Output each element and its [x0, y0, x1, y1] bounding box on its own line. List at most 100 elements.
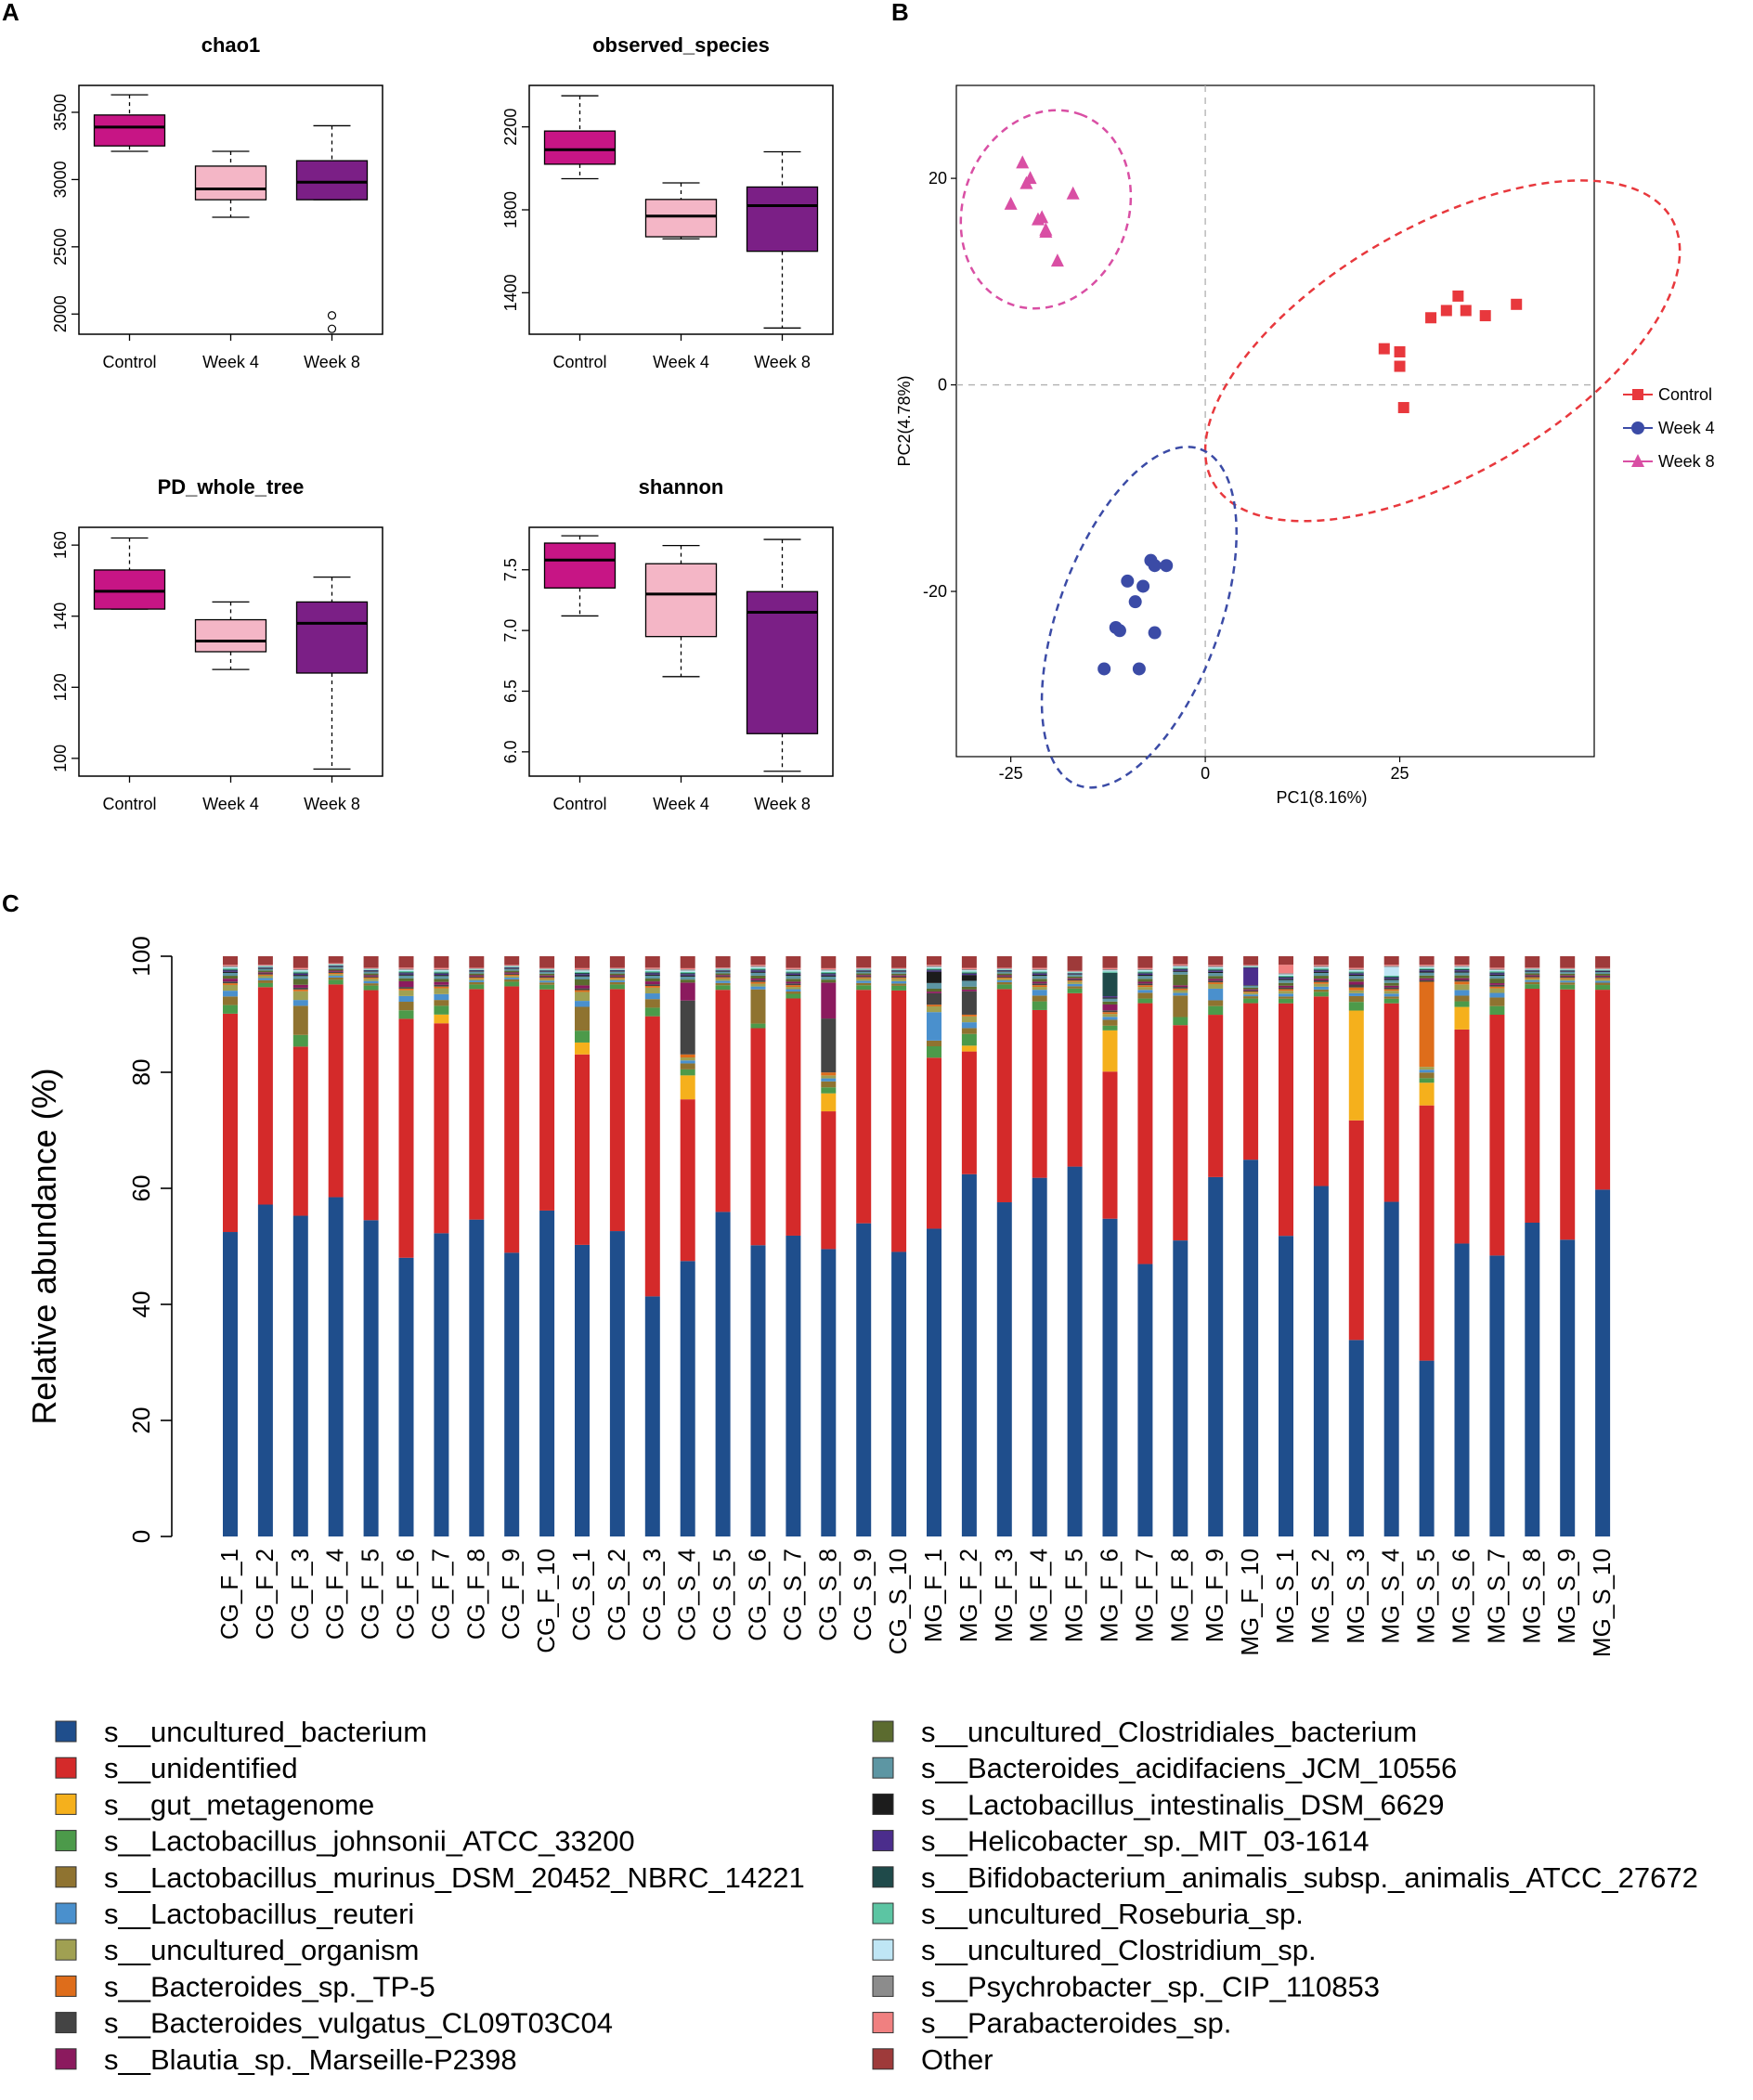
bar-segment [891, 990, 907, 1252]
bar-segment [1102, 1004, 1118, 1011]
bar-segment [609, 956, 625, 968]
panel-label-a: A [2, 0, 19, 26]
bar-segment [223, 996, 238, 1005]
bar-segment [1560, 970, 1576, 971]
box-Week 4 [644, 563, 718, 638]
y-tick-label: 0 [938, 376, 947, 395]
bar-segment [680, 970, 695, 972]
bar-segment [504, 966, 520, 968]
bar-segment [1489, 975, 1505, 979]
y-tick-label: -20 [923, 582, 947, 601]
bar-segment [1313, 956, 1329, 966]
bar-segment [1279, 991, 1293, 994]
bar-segment [1208, 1000, 1224, 1006]
bar-segment [292, 987, 308, 990]
bar-segment [1279, 976, 1293, 979]
bar-segment [786, 967, 801, 969]
bar-segment [715, 976, 731, 978]
bar-segment [363, 969, 379, 971]
bar-segment [328, 972, 344, 975]
bar-segment [1383, 996, 1399, 999]
bar-segment [1279, 987, 1293, 990]
bar-segment [961, 973, 977, 976]
bar-segment [1137, 985, 1153, 988]
bar-segment [680, 982, 695, 1001]
bar-segment [539, 973, 555, 976]
bar-segment [1454, 995, 1470, 1002]
bar-segment [1419, 1072, 1435, 1079]
bar-segment [1243, 966, 1259, 968]
bar-segment [1525, 956, 1540, 968]
bar-segment [961, 1028, 977, 1034]
y-tick-label: 20 [928, 169, 947, 188]
bar-segment [1383, 976, 1399, 979]
bar-segment [1454, 978, 1470, 980]
x-tick-label: Week 8 [754, 795, 811, 813]
x-tick-label: CG_S_2 [603, 1549, 630, 1641]
bar-segment [575, 979, 590, 986]
bar-segment [1243, 989, 1259, 991]
bar-segment [1489, 1005, 1505, 1015]
bar-segment [680, 1069, 695, 1076]
bar-segment [996, 989, 1012, 1203]
y-tick-label: 7.0 [501, 619, 520, 642]
bar-segment [1173, 966, 1188, 968]
bar-segment [891, 970, 907, 972]
legend-swatch [872, 1756, 894, 1779]
bar-segment [1454, 970, 1470, 972]
x-tick-label: CG_S_9 [849, 1549, 876, 1641]
bar-segment [1102, 998, 1118, 1002]
bar-segment [398, 973, 414, 975]
bar-segment [927, 1040, 941, 1047]
bar-segment [927, 1012, 941, 1041]
bar-segment [750, 1028, 766, 1246]
bar-segment [1525, 970, 1540, 971]
bar-segment [1348, 992, 1364, 996]
bar-segment [996, 979, 1012, 981]
point-Week 4 [1112, 624, 1126, 638]
bar-segment [996, 970, 1012, 972]
bar-segment [539, 982, 555, 985]
x-tick-label: MG_S_8 [1517, 1549, 1545, 1644]
bar-segment [469, 973, 485, 976]
bar-segment [1102, 1010, 1118, 1013]
bar-segment [1489, 969, 1505, 972]
bar-segment [1595, 973, 1611, 976]
legend-label: s__Bacteroides_sp._TP-5 [104, 1970, 435, 2003]
bar-segment [1313, 966, 1329, 968]
bar-segment [575, 1042, 590, 1055]
bar-segment [821, 982, 837, 1019]
bar-segment [927, 956, 941, 966]
bar-segment [750, 979, 766, 982]
bar-segment [539, 978, 555, 979]
bar-segment [1032, 976, 1047, 979]
legend-label: s__Blautia_sp._Marseille-P2398 [104, 2043, 517, 2076]
bar-segment [856, 970, 872, 972]
bar-segment [1383, 989, 1399, 992]
bar-segment [434, 1005, 449, 1015]
bar-segment [434, 984, 449, 987]
bar-segment [292, 970, 308, 972]
bar-segment [257, 966, 273, 967]
bar-segment [750, 983, 766, 987]
y-tick-label: 40 [127, 1291, 155, 1318]
bar-segment [680, 969, 695, 971]
bar-segment [996, 984, 1012, 990]
bar-segment [328, 979, 344, 985]
box-Week 4 [644, 199, 718, 238]
bar-segment [644, 1007, 660, 1017]
bar-segment [504, 972, 520, 974]
bar-segment [996, 968, 1012, 970]
bar-segment [1595, 980, 1611, 983]
legend-swatch [872, 1720, 894, 1743]
y-tick-label: 2000 [51, 295, 70, 332]
bar-segment [223, 976, 238, 979]
bar-segment [891, 973, 907, 976]
x-tick-label: MG_F_3 [990, 1549, 1018, 1642]
bar-segment [1595, 970, 1611, 971]
bar-segment [1525, 969, 1540, 971]
bar-segment [927, 969, 941, 971]
bar-segment [821, 1249, 837, 1536]
bar-segment [891, 1251, 907, 1536]
